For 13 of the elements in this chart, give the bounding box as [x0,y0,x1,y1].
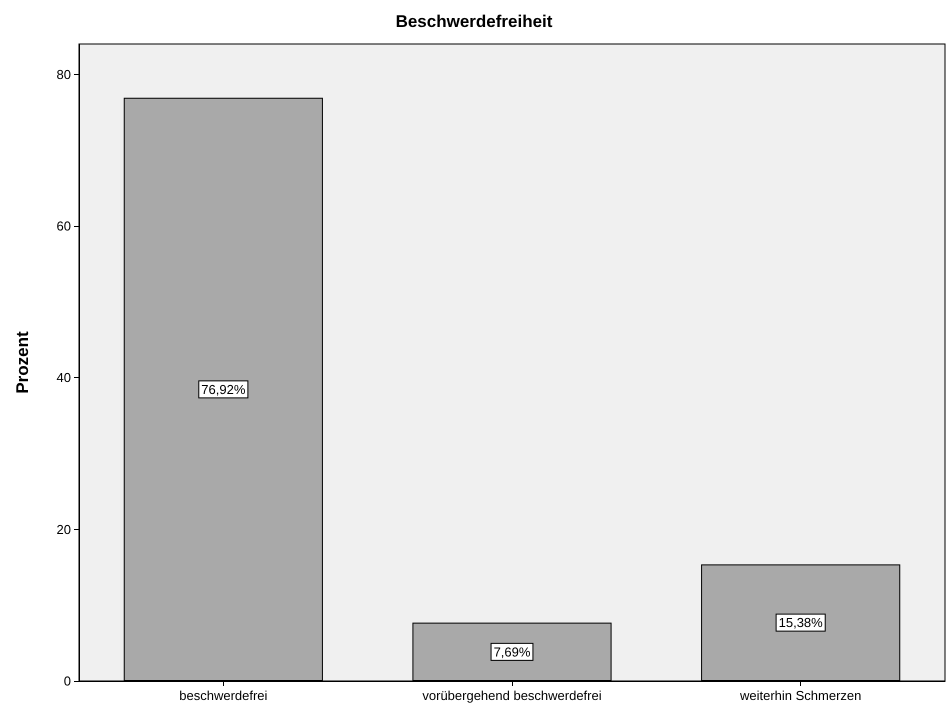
x-tick-label: beschwerdefrei [179,688,268,703]
y-tick-label: 80 [56,66,71,82]
y-tick-label: 0 [64,674,71,688]
y-axis-title: Prozent [13,330,32,394]
y-tick-label: 20 [56,522,71,537]
y-tick-label: 60 [56,218,71,234]
y-tick-label: 40 [56,370,71,386]
x-tick-label: weiterhin Schmerzen [738,688,862,703]
data-label: 7,69% [494,644,531,660]
data-label: 15,38% [778,615,824,630]
x-tick-label: vorübergehend beschwerdefrei [422,688,602,703]
chart-title: Beschwerdefreiheit [396,12,553,31]
data-label: 76,92% [201,382,246,397]
